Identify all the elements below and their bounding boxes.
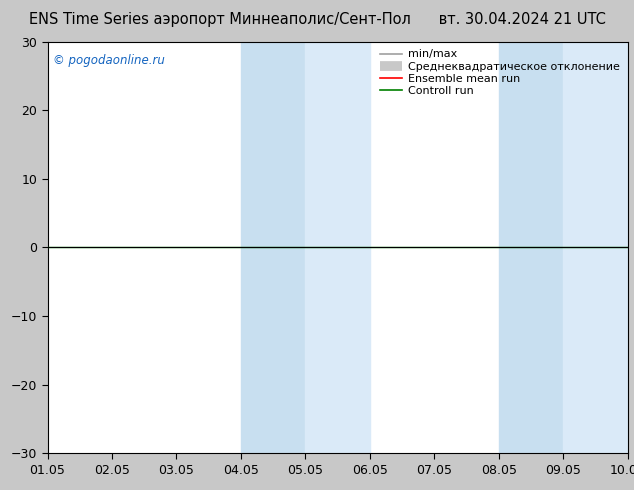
Bar [499,42,563,453]
Bar [241,42,306,453]
Bar [306,42,370,453]
Text: ENS Time Series аэропорт Миннеаполис/Сент-Пол      вт. 30.04.2024 21 UTC: ENS Time Series аэропорт Миннеаполис/Сен… [29,12,605,27]
Legend: min/max, Среднеквадратическое отклонение, Ensemble mean run, Controll run: min/max, Среднеквадратическое отклонение… [376,45,624,100]
Bar [563,42,628,453]
Text: © pogodaonline.ru: © pogodaonline.ru [53,54,165,67]
